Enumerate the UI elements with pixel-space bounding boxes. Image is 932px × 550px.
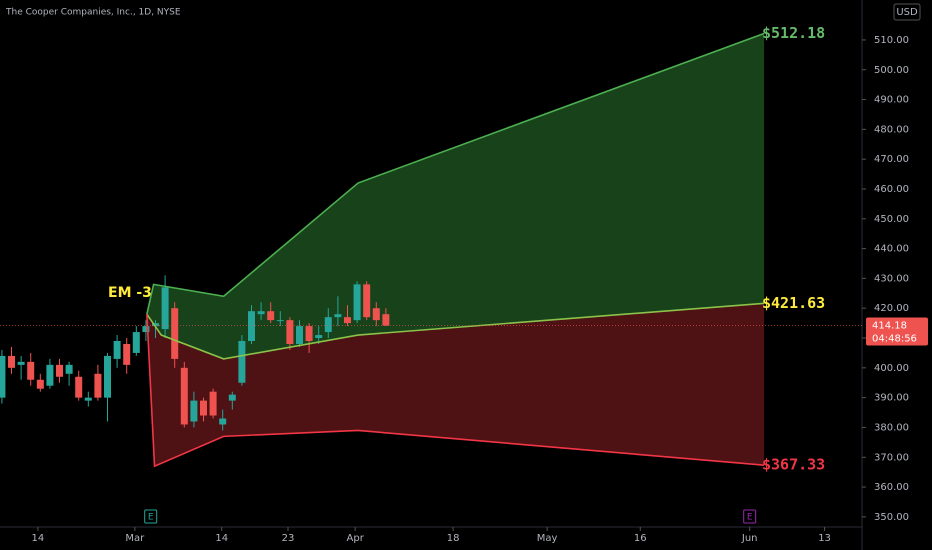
- y-tick-label: 500.00: [874, 65, 909, 76]
- event-label: E: [148, 513, 154, 523]
- y-tick-label: 370.00: [874, 452, 909, 463]
- candle-body: [190, 400, 198, 422]
- candle-body: [46, 364, 54, 386]
- y-tick-label: 510.00: [874, 35, 909, 46]
- y-tick-label: 420.00: [874, 303, 909, 314]
- candle-body: [228, 394, 236, 401]
- candle-body: [65, 364, 73, 374]
- last-price-box: [866, 317, 928, 346]
- price-annotation: $367.33: [762, 456, 825, 474]
- candle-body: [257, 311, 265, 315]
- price-annotation: $512.18: [762, 24, 825, 42]
- candle-body: [372, 308, 380, 321]
- x-tick-label: 14: [32, 533, 45, 544]
- candle-body: [104, 355, 112, 398]
- band-line: [146, 302, 765, 360]
- x-tick-label: 18: [447, 533, 460, 544]
- candle-body: [27, 361, 35, 380]
- x-tick-label: 16: [634, 533, 647, 544]
- candle-body: [56, 364, 64, 377]
- candle-body: [219, 418, 227, 425]
- y-tick-label: 440.00: [874, 244, 909, 255]
- band-fill: [146, 33, 765, 359]
- y-tick-label: 460.00: [874, 184, 909, 195]
- candle-body: [17, 361, 25, 365]
- y-tick-label: 470.00: [874, 154, 909, 165]
- y-tick-label: 360.00: [874, 482, 909, 493]
- x-tick-label: 23: [282, 533, 295, 544]
- candle-body: [382, 314, 390, 326]
- candle-body: [36, 379, 44, 389]
- x-tick-label: Mar: [125, 533, 145, 544]
- chart-title: The Cooper Companies, Inc., 1D, NYSE: [5, 8, 181, 18]
- candle-body: [200, 400, 208, 416]
- candle-body: [8, 355, 16, 368]
- candle-body: [324, 317, 332, 333]
- y-tick-label: 350.00: [874, 512, 909, 523]
- candle-body: [180, 367, 188, 425]
- candle-body: [171, 308, 179, 359]
- candle-body: [132, 332, 140, 353]
- countdown-label: 04:48:56: [872, 334, 917, 345]
- x-tick-label: Apr: [347, 533, 365, 544]
- candle-body: [305, 326, 313, 341]
- candle-body: [286, 320, 294, 344]
- candle-body: [84, 397, 92, 401]
- last-price-label: 414.18: [872, 321, 907, 332]
- x-tick-label: 13: [818, 533, 831, 544]
- candle-body: [353, 284, 361, 321]
- candle-body: [363, 284, 371, 318]
- candle-body: [315, 335, 323, 339]
- y-tick-label: 490.00: [874, 95, 909, 106]
- candle-body: [247, 311, 255, 341]
- candle-body: [238, 341, 246, 383]
- candle-body: [276, 320, 284, 322]
- x-tick-label: May: [537, 533, 558, 544]
- y-tick-label: 390.00: [874, 393, 909, 404]
- band-line: [146, 314, 765, 468]
- candle-body: [0, 355, 6, 398]
- band-line: [146, 32, 765, 315]
- y-tick-label: 380.00: [874, 422, 909, 433]
- y-tick-label: 400.00: [874, 363, 909, 374]
- candle-body: [152, 323, 160, 327]
- x-tick-label: 14: [215, 533, 228, 544]
- candle-body: [113, 341, 121, 359]
- price-annotation: $421.63: [762, 294, 825, 312]
- candle-body: [343, 317, 351, 324]
- candle-body: [209, 391, 217, 416]
- x-tick-label: Jun: [741, 533, 758, 544]
- candle-body: [267, 311, 275, 321]
- event-marker: [144, 509, 158, 524]
- currency-box: [893, 3, 921, 21]
- y-tick-label: 430.00: [874, 273, 909, 284]
- candle-body: [295, 326, 303, 344]
- band-fill: [146, 303, 765, 467]
- candle-body: [123, 343, 131, 365]
- y-tick-label: 480.00: [874, 124, 909, 135]
- candle-body: [142, 326, 150, 333]
- em-label: EM -3: [108, 285, 152, 301]
- candle-body: [94, 373, 102, 398]
- candle-body: [161, 287, 169, 330]
- y-tick-label: 450.00: [874, 214, 909, 225]
- candle-body: [75, 376, 83, 398]
- event-marker: [743, 509, 757, 524]
- candle-body: [334, 314, 342, 318]
- currency-label: USD: [896, 7, 918, 18]
- event-label: E: [747, 513, 753, 523]
